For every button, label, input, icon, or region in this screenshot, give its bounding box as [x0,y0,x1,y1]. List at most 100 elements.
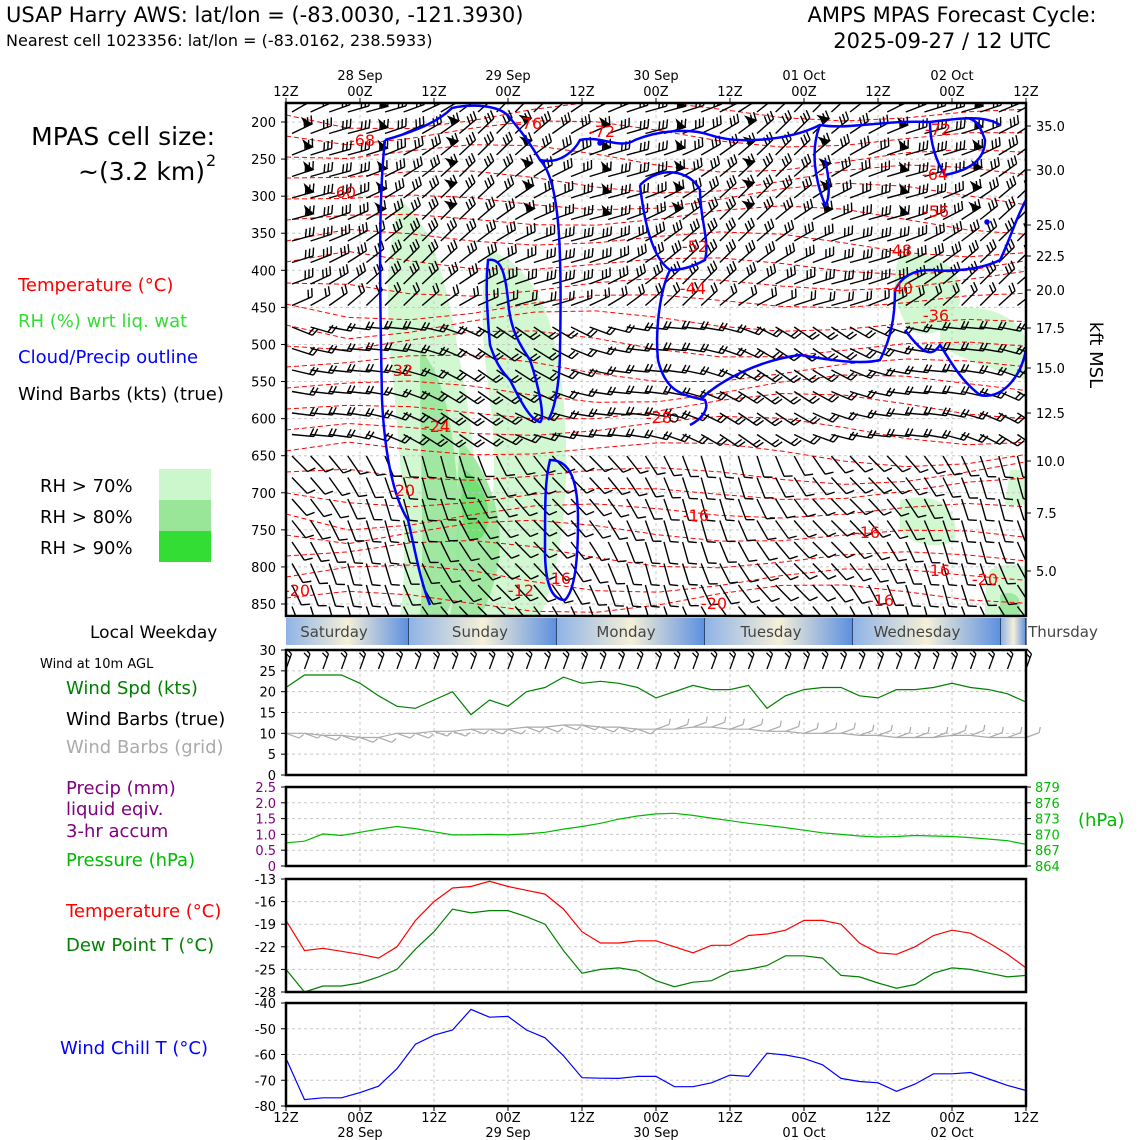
wind-spd-label: Wind Spd (kts) [66,678,198,699]
wind-barb [961,178,983,199]
wind-barb [868,541,891,561]
wind-barb [868,428,895,438]
wind-barb [793,221,815,242]
wind-barb-feather [881,163,883,172]
wind-barb-staff [886,520,901,539]
wind-barb-feather [968,245,973,254]
wind-barb-feather [402,365,408,374]
wind-barb-feather [510,374,519,381]
wind-barb-feather [716,155,721,165]
wind-barb-feather [671,519,680,521]
wind-barb-staff [905,541,916,563]
grid-barb-staff [674,723,688,730]
wind-barb-staff [868,477,885,494]
surface-barb-staff [821,653,829,670]
wind-barb-staff [793,520,810,538]
wind-barb-feather [842,183,845,192]
wind-barb-feather [509,514,518,518]
wind-barb [849,135,870,156]
wind-barb [384,520,400,544]
wind-barb [589,204,613,221]
wind-barb-staff [663,455,675,477]
wind-barb [477,103,495,113]
surface-barb-staff [322,653,330,670]
wind-barb-feather [689,223,694,233]
wind-barb-feather [465,201,471,211]
surface-barb-feather [784,652,791,659]
wind-barb-staff [1017,369,1026,380]
surface-barb-feather [636,652,643,659]
wind-barb-staff [421,477,429,499]
temperature-contour-label: -40 [887,279,913,298]
wind-barb-feather [458,419,467,426]
wind-barb-feather [1008,199,1013,208]
wind-barb-staff [942,563,950,585]
wind-barb [570,455,595,473]
wind-barb [496,347,523,362]
wind-barb-feather [771,439,780,446]
wind-barb-feather [750,579,759,583]
wind-barb-feather [331,183,334,193]
wind-barb [756,584,780,603]
wind-barb-feather [1019,323,1026,332]
wind-barb-staff [681,563,690,585]
wind-barb-staff [905,520,918,541]
wind-barb-feather [450,242,455,251]
wind-barb-feather [431,582,441,585]
wind-barb [589,247,612,264]
wind-barb [905,162,929,178]
temperature-contour-label: -12 [508,581,534,600]
wind-barb-feather [860,139,863,149]
wind-barb-feather [923,364,929,373]
wind-barb-feather [467,177,473,186]
wind-barb [979,433,1007,445]
wind-barb-feather [836,95,844,103]
temperature-contour-label: -16 [545,569,571,588]
wind-barb [775,498,796,519]
wind-barb-feather [995,138,998,148]
wind-barb [849,409,877,419]
wind-barb-staff [477,606,495,616]
wind-barb-feather [397,120,400,130]
wind-barb-feather [360,244,364,253]
grid-wind-barb [840,722,856,734]
grid-barb-feather [446,731,453,737]
grid-barb-staff [618,726,633,733]
surface-barb-feather [710,652,717,659]
wind-barb-feather [884,290,887,299]
wind-barb-feather [931,561,941,564]
wind-barb [589,520,612,539]
wind-barb [812,412,840,423]
wind-barb-staff [998,541,1007,563]
wind-barb-feather [799,115,805,124]
wind-barb-staff [830,541,848,559]
wind-barb-feather [784,112,790,122]
wind-barb-staff [849,541,866,559]
wind-barb-staff [477,477,489,498]
grid-barb-feather [594,725,601,731]
wind-barb-feather [383,386,390,395]
wind-barb-feather [948,584,958,587]
surface-barb-feather [747,652,754,659]
wind-barb [514,455,536,476]
wind-barb [831,202,853,221]
wind-barb [589,116,612,135]
wind-barb-feather [397,239,402,248]
wind-barb-feather [808,331,817,338]
wind-barb [663,364,691,374]
wind-barb-feather [676,260,681,270]
wind-barb-staff [923,477,937,497]
wind-barb [793,347,820,362]
wind-barb-feather [312,226,315,236]
wind-barb-feather [428,244,433,253]
wind-barb [459,390,485,405]
wind-barb [477,219,497,242]
wind-barb-feather [433,238,439,248]
wind-barb [366,118,390,135]
wind-barb [477,433,504,447]
wind-barb-feather [959,120,962,129]
wind-barb-feather [702,117,705,126]
wind-barb-feather [999,116,1002,126]
wind-barb [607,225,630,242]
grid-barb-staff [563,724,577,731]
